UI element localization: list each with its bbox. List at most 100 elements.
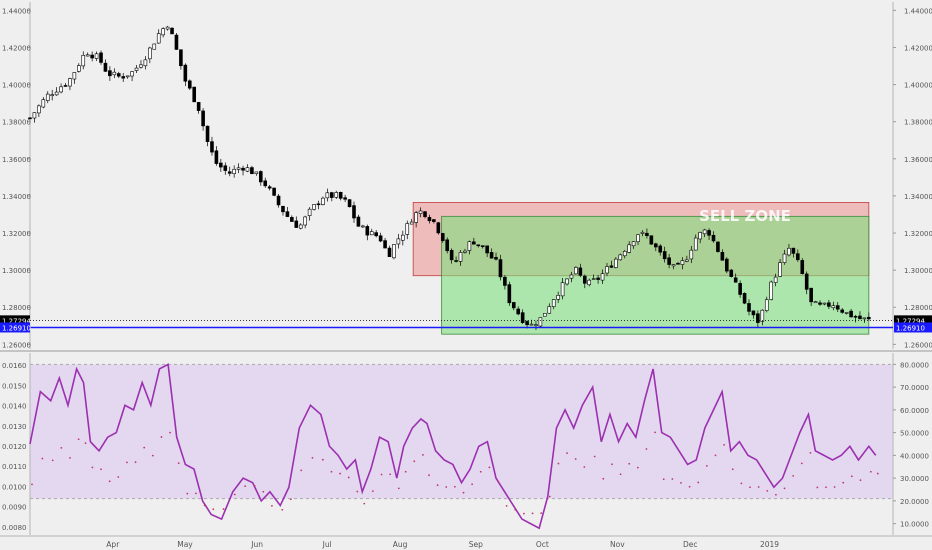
indicator-dot [77, 438, 80, 441]
right-tick-label: 1.44000 [904, 7, 932, 15]
candle-body [622, 251, 627, 257]
candle-body [139, 64, 143, 68]
candle-body [796, 253, 800, 261]
indicator-dot [792, 474, 795, 477]
candle-body [560, 282, 565, 297]
candle-body [263, 180, 268, 187]
candle-body [312, 204, 316, 210]
candle-body [294, 220, 299, 228]
candle-body [543, 313, 547, 317]
indicator-dot [126, 461, 128, 464]
indicator-dot [222, 508, 225, 510]
candle-body [436, 222, 441, 234]
candle-body [267, 186, 272, 189]
indicator-dot [842, 481, 845, 484]
candle-body [245, 167, 250, 172]
indicator-dot [766, 489, 769, 492]
candle-body [640, 231, 645, 234]
indicator-dot [203, 504, 206, 507]
candle-body [547, 306, 552, 314]
indicator-left-tick-label: 0.0120 [2, 443, 27, 451]
indicator-dot [143, 446, 146, 449]
indicator-dot [505, 504, 508, 507]
candle-body [365, 226, 370, 236]
candle-body [800, 260, 805, 274]
left-last-price-label: 1.27294 [2, 317, 31, 325]
candle-body [822, 302, 827, 305]
indicator-dot [397, 487, 400, 490]
buy-zone [441, 215, 870, 335]
candle-body [840, 309, 845, 313]
indicator-dot [757, 486, 760, 488]
candle-body [809, 287, 813, 303]
indicator-dot [497, 480, 499, 483]
candle-body [179, 49, 183, 67]
candle-body [37, 105, 41, 114]
candle-body [68, 78, 72, 87]
left-support-label: 1.26910 [2, 324, 31, 332]
indicator-dot [775, 493, 777, 496]
candle-body [210, 141, 214, 153]
indicator-dot [69, 456, 71, 459]
indicator-dot [253, 484, 256, 487]
indicator-dot [611, 463, 613, 466]
indicator-dot [531, 512, 534, 515]
indicator-dot [574, 458, 577, 460]
indicator-dot [593, 455, 596, 458]
x-tick-label: Dec [683, 540, 698, 549]
candle-body [161, 28, 165, 36]
left-last-price-tag [0, 315, 30, 326]
candle-body [693, 237, 698, 251]
candle-body [849, 310, 853, 318]
indicator-right-tick-label: 60.0000 [900, 407, 929, 415]
candle-body [472, 241, 476, 245]
candle-body [50, 94, 54, 97]
indicator-right-tick-label: 30.0000 [900, 475, 929, 483]
candle-body [303, 216, 307, 226]
left-tick-label: 1.26000 [2, 341, 31, 349]
candle-body [782, 253, 787, 263]
candle-body [343, 197, 347, 200]
indicator-dot [583, 466, 586, 468]
candle-body [241, 167, 245, 171]
candle-body [192, 86, 197, 103]
indicator-dot [800, 462, 803, 465]
indicator-dot [422, 454, 424, 456]
candle-body [529, 323, 534, 326]
indicator-dot [151, 454, 154, 457]
indicator-panel: 0.0160 0.0150 0.0140 0.0130 0.0120 0.0110 0.01… [2, 353, 929, 535]
right-last-price-label: 1.27294 [896, 317, 925, 325]
indicator-dot [697, 481, 700, 484]
indicator-dot [688, 485, 691, 488]
candle-body [787, 247, 791, 256]
candle-body [769, 281, 773, 300]
indicator-dot [654, 431, 656, 434]
indicator-right-tick-label: 10.0000 [900, 521, 929, 529]
x-tick-label: Aug [393, 540, 408, 549]
candle-body [325, 192, 330, 199]
candle-body [227, 171, 232, 174]
candle-body [835, 305, 840, 310]
candle-body [853, 315, 858, 318]
candle-body [738, 283, 742, 295]
indicator-dot [356, 490, 359, 493]
indicator-dot [339, 472, 341, 475]
candle-body [54, 91, 59, 96]
indicator-dot [195, 492, 197, 495]
indicator-dot [347, 476, 350, 479]
candle-body [369, 231, 374, 236]
candle-body [387, 247, 392, 257]
indicator-dot [389, 473, 392, 476]
candle-body [72, 72, 77, 80]
candle-body [507, 284, 512, 304]
candle-body [148, 47, 152, 60]
candle-body [383, 240, 387, 249]
candle-body [476, 244, 481, 247]
indicator-dot [330, 470, 333, 473]
candle-body [347, 199, 352, 208]
indicator-dot [428, 474, 430, 477]
candle-body [516, 308, 521, 315]
left-tick-label: 1.28000 [2, 304, 31, 312]
candle-body [680, 260, 685, 265]
candle-body [600, 273, 605, 281]
